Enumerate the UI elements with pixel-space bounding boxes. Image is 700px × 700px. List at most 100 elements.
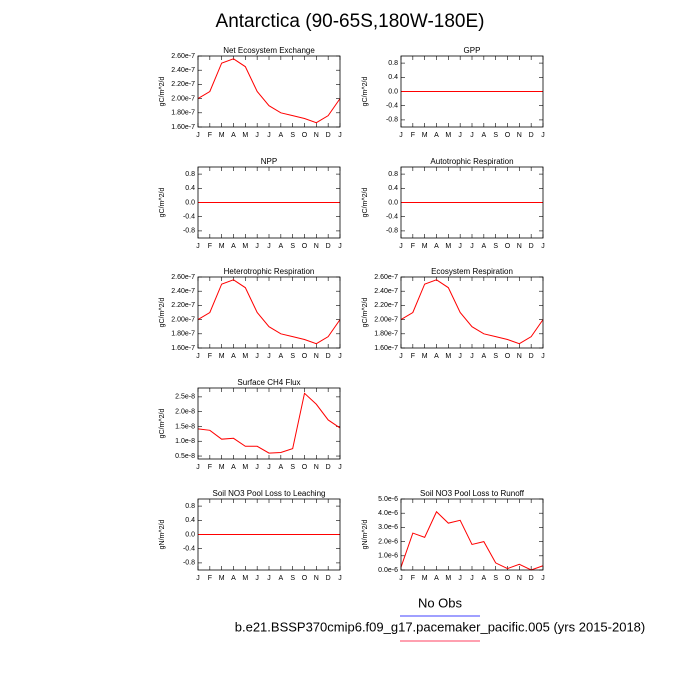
x-tick-label: O <box>505 353 511 360</box>
y-tick-label: 0.4 <box>388 74 398 81</box>
x-tick-label: F <box>411 575 415 582</box>
x-tick-label: S <box>290 353 295 360</box>
x-tick-label: J <box>470 132 474 139</box>
x-tick-label: S <box>290 132 295 139</box>
x-tick-label: J <box>255 243 259 250</box>
x-tick-label: N <box>314 464 319 471</box>
plot-frame <box>400 276 544 349</box>
x-tick-label: O <box>302 353 308 360</box>
x-tick-label: J <box>196 243 200 250</box>
x-tick-label: S <box>290 575 295 582</box>
y-tick-label: 2.40e-7 <box>374 288 398 295</box>
figure-title: Antarctica (90-65S,180W-180E) <box>216 11 485 32</box>
caption: b.e21.BSSP370cmip6.f09_g17.pacemaker_pac… <box>235 619 645 634</box>
panel-title: Soil NO3 Pool Loss to Leaching <box>213 489 326 498</box>
y-axis-label: gC/m^2/d <box>159 298 166 328</box>
y-axis-label: gC/m^2/d <box>159 77 166 107</box>
y-tick-label: 2.00e-7 <box>171 316 195 323</box>
x-tick-label: D <box>529 132 534 139</box>
x-tick-label: N <box>517 575 522 582</box>
y-tick-label: 0.8 <box>388 171 398 178</box>
x-tick-label: N <box>517 243 522 250</box>
y-tick-label: -0.8 <box>183 560 195 567</box>
y-tick-label: 2.20e-7 <box>171 302 195 309</box>
panel-title: NPP <box>261 157 277 166</box>
x-tick-label: N <box>314 132 319 139</box>
y-tick-label: -0.8 <box>183 228 195 235</box>
x-tick-label: J <box>267 575 271 582</box>
y-tick-label: 1.60e-7 <box>171 124 195 131</box>
panel-title: Surface CH4 Flux <box>237 378 300 387</box>
x-tick-label: J <box>470 243 474 250</box>
y-tick-label: 0.5e-8 <box>175 453 195 460</box>
x-tick-label: D <box>326 243 331 250</box>
x-tick-label: F <box>208 353 212 360</box>
x-tick-label: J <box>196 464 200 471</box>
x-tick-label: O <box>302 243 308 250</box>
legend-label: No Obs <box>418 595 463 610</box>
x-tick-label: N <box>517 132 522 139</box>
y-tick-label: 2.00e-7 <box>171 95 195 102</box>
x-tick-label: J <box>470 353 474 360</box>
y-tick-label: 2.20e-7 <box>171 81 195 88</box>
x-tick-label: M <box>219 575 225 582</box>
y-tick-label: 1.80e-7 <box>171 110 195 117</box>
x-tick-label: M <box>242 464 248 471</box>
data-line <box>197 58 341 124</box>
x-tick-label: J <box>196 575 200 582</box>
x-tick-label: J <box>267 243 271 250</box>
y-tick-label: 2.00e-7 <box>374 316 398 323</box>
x-tick-label: A <box>434 243 439 250</box>
plot-frame <box>197 55 341 128</box>
x-tick-label: F <box>411 243 415 250</box>
y-tick-label: 3.0e-6 <box>378 524 398 531</box>
x-tick-label: M <box>422 243 428 250</box>
x-tick-label: A <box>481 243 486 250</box>
x-tick-label: S <box>290 464 295 471</box>
plot-frame <box>400 166 544 239</box>
x-tick-label: M <box>422 132 428 139</box>
x-tick-label: M <box>219 132 225 139</box>
x-tick-label: S <box>290 243 295 250</box>
y-tick-label: 2.60e-7 <box>374 274 398 281</box>
y-tick-label: 1.0e-8 <box>175 438 195 445</box>
panel-title: GPP <box>464 46 481 55</box>
x-tick-label: J <box>458 575 462 582</box>
y-tick-label: 2.20e-7 <box>374 302 398 309</box>
data-line <box>400 510 544 571</box>
x-tick-label: A <box>231 132 236 139</box>
x-tick-label: A <box>481 353 486 360</box>
x-tick-label: J <box>338 132 342 139</box>
y-tick-label: 0.0 <box>185 531 195 538</box>
data-line <box>197 392 341 454</box>
data-line <box>400 279 544 345</box>
x-tick-label: S <box>493 132 498 139</box>
y-axis-label: gC/m^2/d <box>159 409 166 439</box>
y-tick-label: 0.8 <box>185 503 195 510</box>
y-tick-label: 1.0e-6 <box>378 553 398 560</box>
plot-frame <box>400 55 544 128</box>
y-tick-label: 2.60e-7 <box>171 274 195 281</box>
x-tick-label: J <box>399 132 403 139</box>
x-tick-label: O <box>505 575 511 582</box>
x-tick-label: J <box>458 132 462 139</box>
y-tick-label: -0.4 <box>386 103 398 110</box>
x-tick-label: D <box>326 575 331 582</box>
y-tick-label: 0.0 <box>388 199 398 206</box>
x-tick-label: O <box>505 132 511 139</box>
x-tick-label: F <box>208 575 212 582</box>
x-tick-label: F <box>208 243 212 250</box>
y-axis-label: gC/m^2/d <box>362 188 369 218</box>
panel-title: Soil NO3 Pool Loss to Runoff <box>420 489 525 498</box>
y-tick-label: 0.0 <box>388 88 398 95</box>
y-tick-label: -0.4 <box>183 546 195 553</box>
x-tick-label: A <box>434 575 439 582</box>
x-tick-label: S <box>493 243 498 250</box>
x-tick-label: J <box>470 575 474 582</box>
x-tick-label: M <box>422 575 428 582</box>
panel-title: Autotrophic Respiration <box>430 157 513 166</box>
y-tick-label: -0.4 <box>386 214 398 221</box>
y-tick-label: 1.5e-8 <box>175 423 195 430</box>
y-tick-label: 1.60e-7 <box>374 345 398 352</box>
panel-title: Ecosystem Respiration <box>431 267 513 276</box>
